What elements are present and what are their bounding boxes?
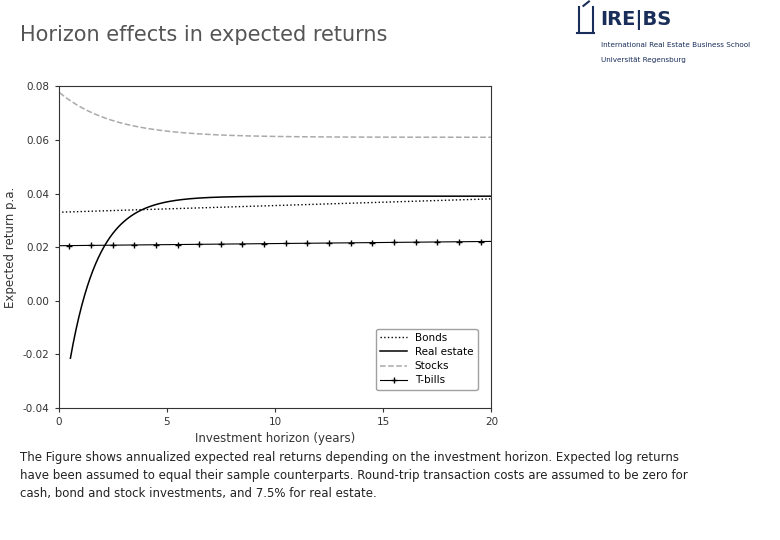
Text: 16: 16 — [17, 524, 31, 534]
Real estate — [66, 355, 75, 361]
Line: Real estate: Real estate — [70, 196, 491, 358]
Bonds — [250, 203, 259, 210]
Real estate — [140, 205, 150, 212]
Stocks — [250, 133, 260, 139]
Stocks — [131, 123, 140, 130]
Stocks — [166, 129, 176, 135]
Text: Universität Regensburg: Universität Regensburg — [601, 57, 686, 63]
Real estate — [256, 193, 265, 200]
Legend: Bonds, Real estate, Stocks, T-bills: Bonds, Real estate, Stocks, T-bills — [376, 329, 477, 390]
Bonds — [380, 199, 389, 205]
Bonds — [54, 209, 63, 215]
Bonds — [130, 207, 140, 213]
Real estate — [347, 193, 356, 199]
Bonds — [487, 195, 496, 202]
Stocks — [487, 134, 496, 140]
Stocks — [343, 134, 353, 140]
Real estate — [314, 193, 323, 199]
Real estate — [487, 193, 496, 199]
Line: Stocks: Stocks — [59, 93, 491, 137]
Real estate — [174, 197, 183, 203]
Stocks — [55, 90, 64, 96]
Bonds — [165, 206, 175, 212]
Text: IRE|BS: IRE|BS — [601, 10, 672, 30]
Text: The Figure shows annualized expected real returns depending on the investment ho: The Figure shows annualized expected rea… — [20, 451, 687, 500]
Line: Bonds: Bonds — [58, 199, 491, 212]
Stocks — [310, 133, 319, 140]
Text: Horizon effects in expected returns: Horizon effects in expected returns — [20, 25, 387, 45]
Stocks — [380, 134, 389, 140]
X-axis label: Investment horizon (years): Investment horizon (years) — [195, 433, 355, 446]
Real estate — [383, 193, 392, 199]
Y-axis label: Expected return p.a.: Expected return p.a. — [4, 186, 17, 308]
Text: International Real Estate Business School: International Real Estate Business Schoo… — [601, 42, 750, 48]
Bonds — [343, 200, 353, 206]
Bonds — [309, 201, 318, 207]
